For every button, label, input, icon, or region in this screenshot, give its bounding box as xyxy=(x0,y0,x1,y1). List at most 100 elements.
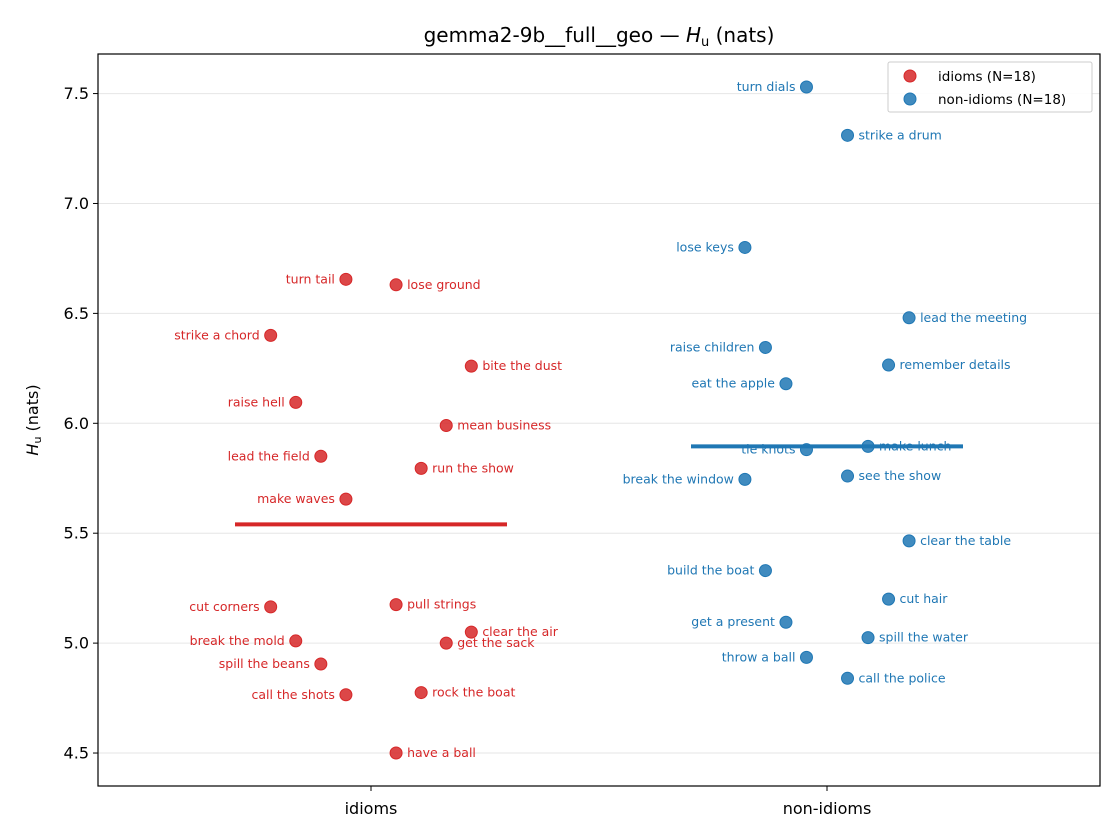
point-label-0-11: clear the air xyxy=(482,624,558,639)
point-label-1-0: turn dials xyxy=(737,79,796,94)
point-1-4 xyxy=(758,340,772,354)
point-label-1-2: lose keys xyxy=(676,239,734,254)
point-label-1-13: cut hair xyxy=(900,591,949,606)
point-label-1-10: see the show xyxy=(859,468,942,483)
point-1-16 xyxy=(799,650,813,664)
point-0-15 xyxy=(339,688,353,702)
point-label-1-14: get a present xyxy=(691,614,775,629)
point-label-0-7: run the show xyxy=(432,460,514,475)
grid-layer xyxy=(98,93,1100,754)
point-label-0-2: strike a chord xyxy=(174,327,259,342)
point-label-1-17: call the police xyxy=(859,670,946,685)
point-1-13 xyxy=(882,592,896,606)
point-label-1-16: throw a ball xyxy=(722,649,796,664)
point-1-3 xyxy=(902,311,916,325)
point-0-8 xyxy=(339,492,353,506)
point-0-0 xyxy=(339,272,353,286)
point-0-16 xyxy=(414,686,428,700)
point-1-12 xyxy=(758,564,772,578)
point-1-8 xyxy=(861,439,875,453)
point-0-12 xyxy=(289,634,303,648)
legend-label-1: non-idioms (N=18) xyxy=(938,92,1066,108)
point-1-10 xyxy=(841,469,855,483)
point-label-1-6: eat the apple xyxy=(692,376,776,391)
point-label-0-9: cut corners xyxy=(189,599,259,614)
point-label-0-15: call the shots xyxy=(251,687,334,702)
legend-label-0: idioms (N=18) xyxy=(938,69,1036,85)
y-tick-label-0: 4.5 xyxy=(64,744,89,763)
point-label-0-16: rock the boat xyxy=(432,685,515,700)
title-var: H xyxy=(686,23,701,47)
point-1-2 xyxy=(738,240,752,254)
point-0-2 xyxy=(264,328,278,342)
y-tick-label-4: 6.5 xyxy=(64,304,89,323)
point-label-1-4: raise children xyxy=(670,339,755,354)
y-tick-label-2: 5.5 xyxy=(64,524,89,543)
point-0-11 xyxy=(464,625,478,639)
x-tick-label-1: non-idioms xyxy=(783,799,872,818)
legend-box xyxy=(887,61,1093,113)
point-0-1 xyxy=(389,278,403,292)
point-0-4 xyxy=(289,395,303,409)
ylabel-unit: (nats) xyxy=(23,384,42,436)
ylabel-var: H xyxy=(23,444,42,456)
point-label-1-5: remember details xyxy=(900,357,1011,372)
plot-layer: turn tail lose ground strike a chord bite t… xyxy=(174,79,1027,760)
axis-layer: 4.5 5.0 5.5 6.0 6.5 7.0 7.5 idioms non-idioms xyxy=(64,84,872,818)
point-label-0-6: lead the field xyxy=(228,448,310,463)
point-label-0-17: have a ball xyxy=(407,745,476,760)
point-label-0-8: make waves xyxy=(257,491,335,506)
point-label-1-1: strike a drum xyxy=(859,127,942,142)
point-0-14 xyxy=(314,657,328,671)
title-sub: u xyxy=(701,35,709,50)
point-0-6 xyxy=(314,449,328,463)
point-1-11 xyxy=(902,534,916,548)
point-label-0-14: spill the beans xyxy=(219,656,310,671)
point-1-14 xyxy=(779,615,793,629)
y-tick-label-6: 7.5 xyxy=(64,84,89,103)
point-0-9 xyxy=(264,600,278,614)
legend: idioms (N=18) non-idioms (N=18) xyxy=(887,61,1093,113)
point-1-1 xyxy=(841,128,855,142)
chart-title: gemma2-9b__full__geo — Hu (nats) xyxy=(424,23,775,50)
title-main: gemma2-9b__full__geo — xyxy=(424,23,686,47)
point-1-0 xyxy=(799,80,813,94)
point-label-0-5: mean business xyxy=(457,417,551,432)
point-1-15 xyxy=(861,631,875,645)
point-1-6 xyxy=(779,377,793,391)
point-label-0-1: lose ground xyxy=(407,277,481,292)
legend-marker-0 xyxy=(903,69,917,83)
y-tick-label-5: 7.0 xyxy=(64,194,89,213)
point-label-0-3: bite the dust xyxy=(482,358,562,373)
y-axis-label: Hu (nats) xyxy=(23,384,44,455)
y-tick-label-3: 6.0 xyxy=(64,414,89,433)
point-label-0-12: break the mold xyxy=(190,633,285,648)
point-label-1-8: make lunch xyxy=(879,438,951,453)
point-1-17 xyxy=(841,671,855,685)
point-label-1-15: spill the water xyxy=(879,630,969,645)
point-label-0-13: get the sack xyxy=(457,635,535,650)
point-label-0-0: turn tail xyxy=(286,271,335,286)
ylabel-sub: u xyxy=(31,437,44,444)
x-tick-label-0: idioms xyxy=(345,799,398,818)
point-0-5 xyxy=(439,418,453,432)
y-tick-label-1: 5.0 xyxy=(64,634,89,653)
point-label-1-9: break the window xyxy=(623,471,734,486)
title-unit: (nats) xyxy=(709,23,774,47)
point-0-13 xyxy=(439,636,453,650)
point-1-7 xyxy=(799,443,813,457)
plot-frame xyxy=(97,53,1101,787)
point-label-1-3: lead the meeting xyxy=(920,310,1027,325)
point-label-0-4: raise hell xyxy=(228,394,285,409)
point-1-5 xyxy=(882,358,896,372)
point-label-1-7: tie knots xyxy=(741,442,795,457)
point-0-10 xyxy=(389,598,403,612)
point-label-1-11: clear the table xyxy=(920,533,1011,548)
legend-marker-1 xyxy=(903,92,917,106)
point-1-9 xyxy=(738,472,752,486)
point-0-3 xyxy=(464,359,478,373)
point-0-7 xyxy=(414,461,428,475)
point-label-1-12: build the boat xyxy=(667,563,754,578)
point-label-0-10: pull strings xyxy=(407,597,476,612)
